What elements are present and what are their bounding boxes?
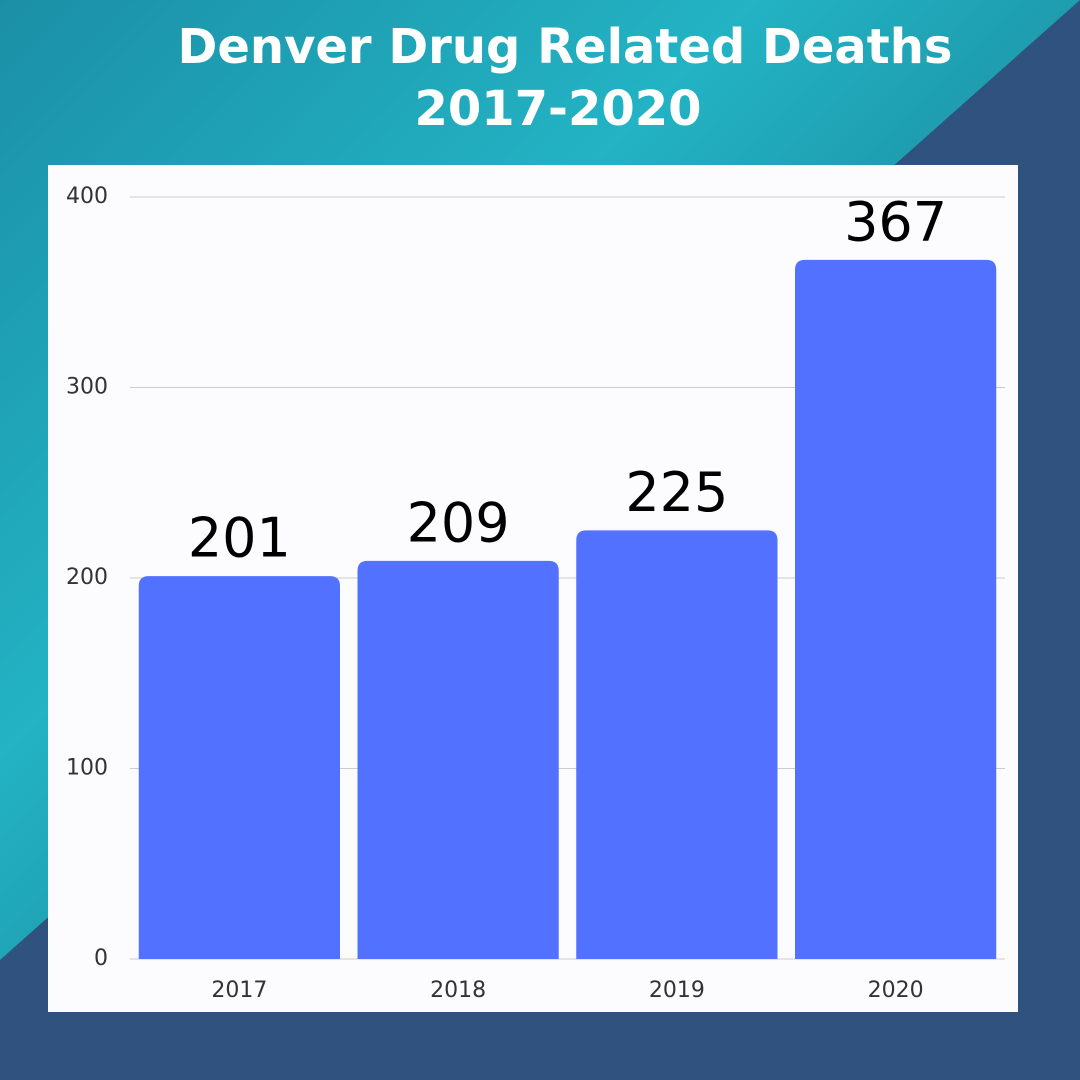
y-tick-label: 200 (66, 565, 108, 590)
y-tick-label: 400 (66, 184, 108, 209)
chart-title: 2017-2020 (414, 81, 701, 137)
value-label: 201 (188, 507, 291, 570)
y-tick-label: 100 (66, 756, 108, 781)
x-tick-label: 2017 (211, 978, 267, 1003)
bar (576, 530, 778, 959)
y-tick-label: 300 (66, 375, 108, 400)
value-label: 367 (844, 191, 947, 254)
value-label: 209 (407, 491, 510, 554)
x-tick-label: 2019 (649, 978, 705, 1003)
bar (138, 576, 340, 959)
x-tick-label: 2018 (430, 978, 486, 1003)
chart-title: Denver Drug Related Deaths (178, 19, 953, 75)
x-tick-label: 2020 (868, 978, 924, 1003)
value-label: 225 (625, 461, 728, 524)
bar (795, 259, 997, 959)
bar (357, 560, 559, 959)
y-tick-label: 0 (94, 946, 108, 971)
